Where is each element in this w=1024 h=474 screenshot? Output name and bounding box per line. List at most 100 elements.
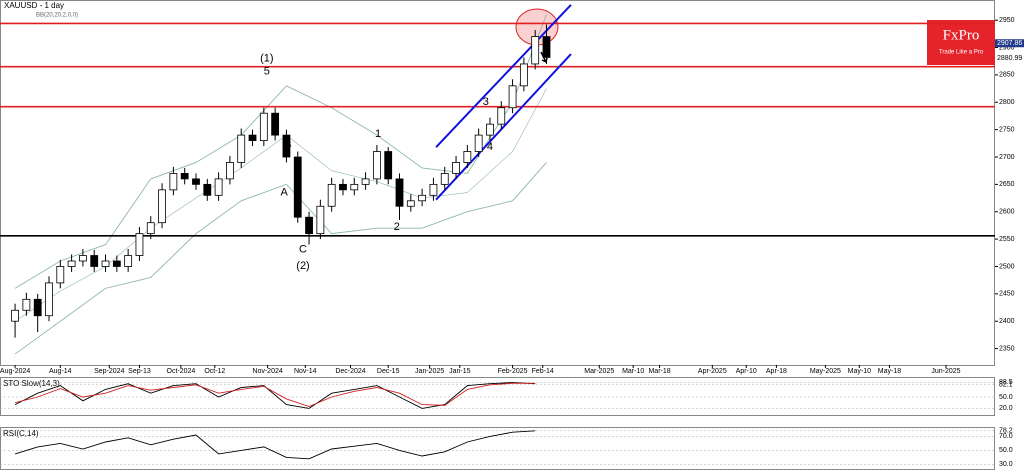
wave-label: 2 [394,221,400,233]
channel-line [435,4,572,148]
candle-body [429,183,438,196]
price-tag [995,53,1024,62]
y-tick-label: 2800 [999,99,1015,106]
candle-body [169,173,178,191]
x-tick-label: Mar-2025 [584,368,614,375]
candle-body [327,183,336,207]
candle-body [406,200,415,207]
wave-label: A [281,186,289,198]
x-tick-label: Apr-10 [736,368,757,375]
x-tick-label: Apr-2025 [698,368,727,375]
candle-body [282,134,291,158]
indicator-tick-label: 50.0 [999,394,1013,401]
candle-body [293,156,302,218]
y-tick-label: 2600 [999,209,1015,216]
y-tick-label: 2750 [999,126,1015,133]
x-tick-label: Sep-13 [128,368,151,375]
candle-body [542,36,551,58]
candle-body [237,134,246,163]
candle-body [101,260,110,267]
x-tick-label: Oct-12 [204,368,225,375]
candle-body [497,107,506,125]
indicator-tick-label: 82.1 [999,382,1013,389]
x-tick-label: May-2025 [810,368,841,375]
candle-body [418,194,427,202]
candle-body [531,36,540,65]
candle-body [90,255,99,267]
candle-body [339,183,347,191]
y-tick-label: 2850 [999,72,1015,79]
candle-body [67,260,76,267]
x-tick-label: Jun-2025 [931,368,960,375]
chart-subtitle: BB(20,20,2,0,0) [36,13,78,19]
candle-body [519,63,528,87]
candle-body [135,233,144,256]
indicator-title: RSI(C,14) [3,429,39,438]
x-tick-label: Mar-10 [622,368,644,375]
brand-tagline: Trade Like a Pro [939,50,984,56]
main-frame [0,0,995,366]
indicator-line [14,382,536,409]
indicator-line [14,430,536,460]
x-tick-label: Sep-2024 [94,368,124,375]
candle-body [124,255,133,267]
x-tick-label: Feb-2025 [498,368,528,375]
x-tick-label: May-10 [848,368,871,375]
candle-body [33,298,42,317]
x-tick-label: Dec-2024 [335,368,365,375]
candle-body [22,298,31,311]
y-tick-label: 2900 [999,44,1015,51]
y-tick-label: 2950 [999,17,1015,24]
indicator-tick-label: 30.0 [999,461,1013,468]
wave-label: B [284,139,291,151]
y-tick-label: 2350 [999,345,1015,352]
price-tag [995,39,1024,48]
price-tag-label: 2907.86 [997,40,1022,47]
sto-frame [0,377,995,416]
brand-box [927,20,995,65]
indicator-tick-label: 20.0 [999,405,1013,412]
channel-line [435,53,572,201]
x-tick-label: Aug-14 [49,368,72,375]
y-tick-label: 2700 [999,154,1015,161]
candle-body [474,134,483,152]
x-tick-label: Nov-2024 [252,368,282,375]
wave-label: (1) [260,52,273,64]
price-tag-label: 2880.99 [997,55,1022,62]
wave-label: 1 [375,128,381,140]
candle-body [226,162,234,180]
candle-body [158,189,166,224]
candle-body [395,178,404,207]
indicator-tick-label: 70.0 [999,433,1013,440]
candle-body [316,205,325,235]
wave-label: 3 [483,96,489,108]
indicator-tick-label: 78.2 [999,428,1013,435]
candle-body [372,151,381,180]
chart-title: XAUUSD - 1 day [4,1,64,10]
x-tick-label: Dec-15 [377,368,400,375]
indicator-tick-label: 88.5 [999,379,1013,386]
candle-body [305,216,313,235]
candle-body [112,260,121,267]
y-tick-label: 2450 [999,291,1015,298]
x-tick-label: Aug-2024 [0,368,30,375]
wave-label: 5 [264,66,270,78]
candle-body [45,282,53,317]
candle-body [259,112,268,141]
y-tick-label: 2400 [999,318,1015,325]
x-tick-label: Apr-18 [766,368,787,375]
candle-body [271,112,280,136]
x-tick-label: Nov-14 [294,368,317,375]
x-tick-label: Jan-2025 [415,368,444,375]
rsi-frame [0,427,995,470]
x-tick-label: Feb-14 [532,368,554,375]
wave-label: 4 [487,141,493,153]
brand-name: FxPro [943,27,980,43]
candle-body [79,255,87,262]
bollinger-band [14,14,547,289]
candle-body [486,123,494,136]
indicator-title: STO Slow(14,3) [3,379,60,388]
bollinger-band [14,88,547,322]
candle-body [452,162,460,174]
